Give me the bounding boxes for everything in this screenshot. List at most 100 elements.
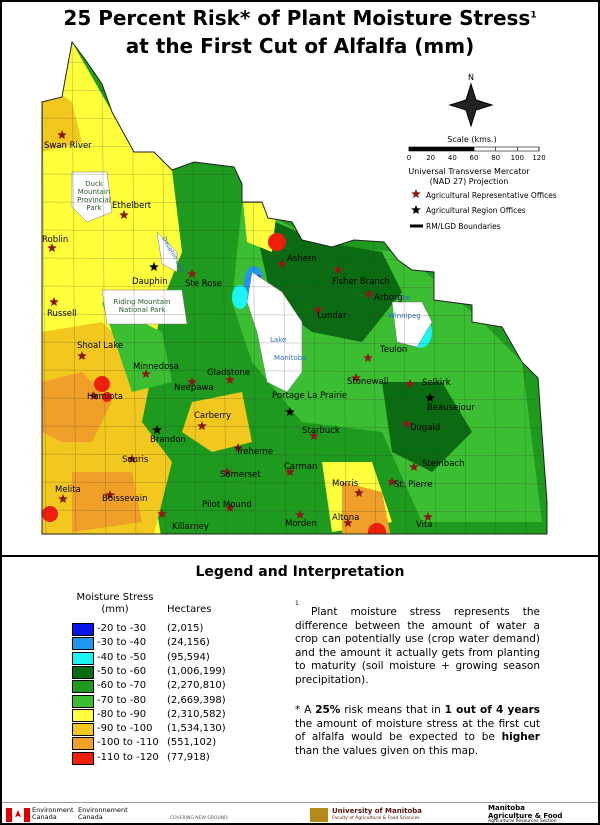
zone xyxy=(382,382,472,472)
place-label: Brandon xyxy=(150,435,186,445)
place-label: Killarney xyxy=(172,522,209,532)
place-label: Minnedosa xyxy=(133,362,179,372)
place-label: Selkirk xyxy=(422,378,451,388)
scale-tick-label: 20 xyxy=(426,154,435,162)
place-label: Steinbach xyxy=(422,459,464,469)
lake xyxy=(156,231,178,273)
scale-bar xyxy=(409,147,474,151)
legend-row: -100 to -110 (551,102) xyxy=(72,736,272,751)
zone xyxy=(42,372,112,442)
office-star xyxy=(187,377,197,386)
legend-row: -50 to -60 (1,006,199) xyxy=(72,665,272,679)
office-star xyxy=(387,477,397,486)
office-star xyxy=(49,297,59,306)
office-star xyxy=(313,305,323,314)
office-star xyxy=(285,407,295,416)
office-star xyxy=(187,269,197,278)
note-text: the amount of moisture stress at the fir… xyxy=(295,717,540,744)
scale-tick-label: 100 xyxy=(511,154,524,162)
office-star xyxy=(105,490,115,499)
boundary xyxy=(42,42,47,534)
place-label: Starbuck xyxy=(302,426,340,436)
office-star xyxy=(423,512,433,521)
office-star xyxy=(405,379,415,388)
place-label: Shoal Lake xyxy=(77,341,123,351)
legend-row: -60 to -70 (2,270,810) xyxy=(72,679,272,694)
scale-tick-label: 80 xyxy=(491,154,500,162)
swatch xyxy=(72,665,94,679)
legend-cell: -100 to -110 xyxy=(97,737,159,749)
office-star xyxy=(77,351,87,360)
map-legend-label: RM/LGD Boundaries xyxy=(426,222,501,231)
legend-cell: -40 to -50 xyxy=(97,651,147,663)
title-line: at the First Cut of Alfalfa (mm) xyxy=(125,34,475,58)
office-star xyxy=(152,425,162,434)
legend-row: -110 to -120 (77,918) xyxy=(72,751,272,765)
footer-text: University of Manitoba xyxy=(332,807,422,815)
zone xyxy=(102,392,112,402)
footnote-mark: 1 xyxy=(295,600,299,607)
office-star xyxy=(425,393,435,402)
projection: (NAD 27) Projection xyxy=(430,177,509,186)
boundary xyxy=(42,341,547,345)
col-header: Moisture Stress (mm) xyxy=(70,592,160,616)
place-label: Russell xyxy=(47,309,77,319)
scale-title: Scale (kms.) xyxy=(447,135,496,144)
office-star xyxy=(354,488,364,497)
office-star xyxy=(285,467,295,476)
note-text: risk means that in xyxy=(340,704,445,716)
legend-cell: (95,594) xyxy=(167,651,210,663)
legend-row: -20 to -30 (2,015) xyxy=(72,622,272,636)
place-label: Treherne xyxy=(235,447,273,457)
office-star xyxy=(89,391,99,400)
zone xyxy=(42,506,58,522)
place-label: Pilot Mound xyxy=(202,500,252,510)
office-star xyxy=(225,503,235,512)
note-text: * A xyxy=(295,704,316,716)
note-text: 25% xyxy=(315,704,341,716)
place-label: Teulon xyxy=(379,345,407,355)
place-label: Souris xyxy=(122,455,149,465)
boundary xyxy=(42,397,547,401)
office-star xyxy=(149,262,159,271)
swatch xyxy=(72,723,94,737)
scale-tick-label: 60 xyxy=(470,154,479,162)
boundary xyxy=(42,453,547,457)
title-superscript: 1 xyxy=(530,10,537,21)
office-star xyxy=(402,419,412,428)
place-label: Boissevain xyxy=(102,494,147,504)
boundary xyxy=(42,61,547,65)
swatch xyxy=(72,651,94,665)
legend-cell: (24,156) xyxy=(167,637,210,649)
place-label: Hamiota xyxy=(87,392,123,402)
lake-label: Lake xyxy=(270,336,286,344)
col-header-line: Moisture Stress xyxy=(76,592,154,603)
office-star xyxy=(197,421,207,430)
zone xyxy=(268,233,286,251)
legend-cell: (551,102) xyxy=(167,737,217,749)
office-star xyxy=(295,510,305,519)
footer-text: Environment Canada xyxy=(32,806,74,821)
legend-cell: (2,270,810) xyxy=(167,680,226,692)
place-label: Portage La Prairie xyxy=(272,391,347,401)
place-label: Morden xyxy=(285,519,317,529)
office-star xyxy=(364,289,374,298)
place-label: Carman xyxy=(284,462,317,472)
footer-text: COVERING NEW GROUND xyxy=(170,816,228,821)
legend-row: -90 to -100 (1,534,130) xyxy=(72,722,272,737)
lake xyxy=(71,171,113,223)
boundary xyxy=(71,42,77,534)
legend-row: -80 to -90 (2,310,582) xyxy=(72,708,272,722)
office-star xyxy=(141,369,151,378)
legend-cell: (2,669,398) xyxy=(167,694,226,706)
office-star xyxy=(309,431,319,440)
swatch xyxy=(72,623,94,636)
footer-text: Environnement Canada xyxy=(78,806,128,821)
legend-cell: (1,534,130) xyxy=(167,723,226,735)
legend-cell: -50 to -60 xyxy=(97,665,147,677)
legend-cell: (2,310,582) xyxy=(167,708,226,720)
zone xyxy=(72,472,142,532)
place-label: Somerset xyxy=(220,470,261,480)
legend-cell: -20 to -30 xyxy=(97,623,147,634)
place-label: Dauphin xyxy=(132,277,168,287)
